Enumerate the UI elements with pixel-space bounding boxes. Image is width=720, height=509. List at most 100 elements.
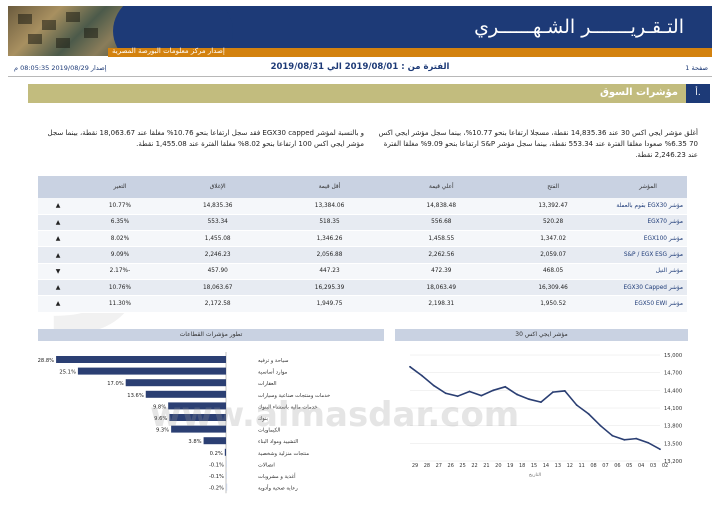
col-low: أقل قيمة bbox=[273, 176, 386, 198]
low-cell: 447.23 bbox=[273, 263, 386, 280]
egx30-point bbox=[635, 437, 638, 440]
indices-table: المؤشر الفتح أعلي قيمة أقل قيمة الإغلاق … bbox=[38, 176, 687, 313]
table-row: مؤشر EGX30 Capped 16,309.46 18,063.49 16,29… bbox=[38, 279, 687, 297]
y-tick-label: 13,800 bbox=[664, 424, 682, 430]
arrow-up-icon: ▲ bbox=[38, 295, 78, 313]
egx30-point bbox=[659, 448, 661, 451]
y-tick-label: 15,000 bbox=[664, 353, 682, 359]
meta-row: إصدار 2019/08/29 08:05:35 م الفترة من : … bbox=[8, 62, 712, 74]
sector-bar bbox=[203, 437, 226, 445]
sector-category-label: أغذية و مشروبات bbox=[258, 472, 296, 480]
egx30-point bbox=[599, 424, 602, 427]
sector-bar bbox=[77, 367, 226, 375]
egx30-point bbox=[456, 395, 459, 398]
change-cell: 10.77% bbox=[78, 198, 162, 215]
egx30-point bbox=[444, 392, 447, 395]
sector-value-label: 9.6% bbox=[154, 416, 167, 422]
egx30-point bbox=[468, 390, 471, 393]
x-tick-label: 26 bbox=[448, 463, 454, 469]
x-tick-label: 20 bbox=[495, 463, 501, 469]
table-row: مؤشر EGX100 1,347.02 1,458.55 1,346.26 1,455… bbox=[38, 230, 687, 248]
sector-category-label: العقارات bbox=[258, 381, 277, 387]
low-cell: 16,295.39 bbox=[273, 279, 386, 297]
index-name-cell: مؤشر EGX30 بقوم بالعملة bbox=[609, 198, 687, 215]
egx30-point bbox=[623, 438, 626, 441]
open-cell: 13,392.47 bbox=[497, 198, 609, 215]
sector-value-label: 9.3% bbox=[156, 428, 169, 434]
arrow-down-icon: ▼ bbox=[38, 263, 78, 280]
egx30-point bbox=[563, 390, 566, 392]
high-cell: 2,262.56 bbox=[385, 246, 498, 264]
egx30-point bbox=[432, 384, 435, 387]
egx30-point bbox=[587, 412, 590, 415]
egx30-point bbox=[516, 393, 519, 396]
table-header-row: المؤشر الفتح أعلي قيمة أقل قيمة الإغلاق … bbox=[38, 176, 687, 198]
col-change: التغير bbox=[78, 176, 162, 198]
sector-bar bbox=[169, 414, 226, 421]
arrow-up-icon: ▲ bbox=[38, 198, 78, 215]
x-tick-label: 27 bbox=[436, 463, 442, 469]
index-name-cell: مؤشر EGX50 EWI bbox=[609, 295, 687, 313]
close-cell: 18,063.67 bbox=[161, 279, 274, 297]
x-tick-label: 07 bbox=[602, 463, 608, 469]
y-tick-label: 13,200 bbox=[664, 459, 682, 465]
x-tick-label: 04 bbox=[638, 463, 644, 469]
low-cell: 518.35 bbox=[273, 214, 386, 232]
y-tick-label: 14,700 bbox=[664, 371, 682, 377]
open-cell: 2,059.07 bbox=[497, 246, 609, 264]
col-close: الإغلاق bbox=[161, 176, 274, 198]
sector-bar bbox=[125, 379, 226, 387]
sector-category-label: الكيماويات bbox=[258, 428, 280, 434]
egx30-point bbox=[611, 434, 614, 437]
x-tick-label: 22 bbox=[471, 463, 477, 469]
col-open: الفتح bbox=[497, 176, 609, 198]
report-banner: التـقـريـــــــر الشـهــــــري bbox=[8, 6, 712, 56]
high-cell: 472.39 bbox=[385, 263, 498, 280]
egx30-point bbox=[551, 391, 554, 393]
sector-value-label: 13.6% bbox=[127, 393, 144, 399]
x-tick-label: 11 bbox=[578, 463, 584, 469]
x-tick-label: 06 bbox=[614, 463, 620, 469]
sector-bar bbox=[224, 448, 226, 456]
x-tick-label: 19 bbox=[507, 463, 513, 469]
section-title: مؤشرات السوق bbox=[599, 87, 678, 98]
col-direction bbox=[38, 176, 78, 198]
y-tick-label: 14,400 bbox=[664, 388, 682, 394]
sectors-chart-title: تطور مؤشرات القطاعات bbox=[38, 329, 384, 341]
low-cell: 2,056.88 bbox=[273, 246, 386, 264]
table-row: مؤشر EGX30 بقوم بالعملة 13,392.47 14,838.4… bbox=[38, 198, 687, 215]
section-heading: أ. مؤشرات السوق bbox=[28, 84, 710, 103]
sector-category-label: منتجات منزلية وشخصية bbox=[258, 451, 309, 457]
table-row: مؤشر النيل 468.05 472.39 447.23 457.90 -2.17%… bbox=[38, 263, 687, 280]
low-cell: 1,346.26 bbox=[273, 230, 386, 248]
sector-value-label: -0.1% bbox=[209, 474, 224, 480]
col-high: أعلي قيمة bbox=[385, 176, 498, 198]
sector-category-label: رعاية صحية وأدوية bbox=[258, 484, 298, 492]
x-tick-label: 25 bbox=[459, 463, 465, 469]
open-cell: 16,309.46 bbox=[497, 279, 609, 297]
table-row: مؤشر S&P / EGX ESG 2,059.07 2,262.56 2,056.… bbox=[38, 246, 687, 264]
x-axis-label: التاريخ bbox=[529, 472, 541, 478]
section-number: أ. bbox=[686, 84, 710, 103]
report-period: الفترة من : 2019/08/01 الي 2019/08/31 bbox=[270, 62, 450, 72]
high-cell: 556.68 bbox=[385, 214, 498, 232]
x-tick-label: 03 bbox=[650, 463, 656, 469]
x-tick-label: 15 bbox=[531, 463, 537, 469]
egx30-line bbox=[409, 366, 661, 450]
egx30-point bbox=[409, 365, 411, 368]
arrow-up-icon: ▲ bbox=[38, 246, 78, 264]
change-cell: 9.09% bbox=[78, 246, 162, 264]
close-cell: 1,455.08 bbox=[161, 230, 274, 248]
x-tick-label: 14 bbox=[543, 463, 549, 469]
close-cell: 2,246.23 bbox=[161, 246, 274, 264]
index-name-cell: مؤشر EGX100 bbox=[609, 230, 687, 248]
x-tick-label: 12 bbox=[567, 463, 573, 469]
x-tick-label: 21 bbox=[483, 463, 489, 469]
egx30-point bbox=[480, 394, 483, 397]
open-cell: 520.28 bbox=[497, 214, 609, 232]
x-tick-label: 05 bbox=[626, 463, 632, 469]
sector-category-label: التشييد ومواد البناء bbox=[258, 439, 298, 445]
open-cell: 468.05 bbox=[497, 263, 609, 280]
sector-bar bbox=[56, 356, 226, 363]
index-name-cell: مؤشر EGX30 Capped bbox=[609, 279, 687, 297]
